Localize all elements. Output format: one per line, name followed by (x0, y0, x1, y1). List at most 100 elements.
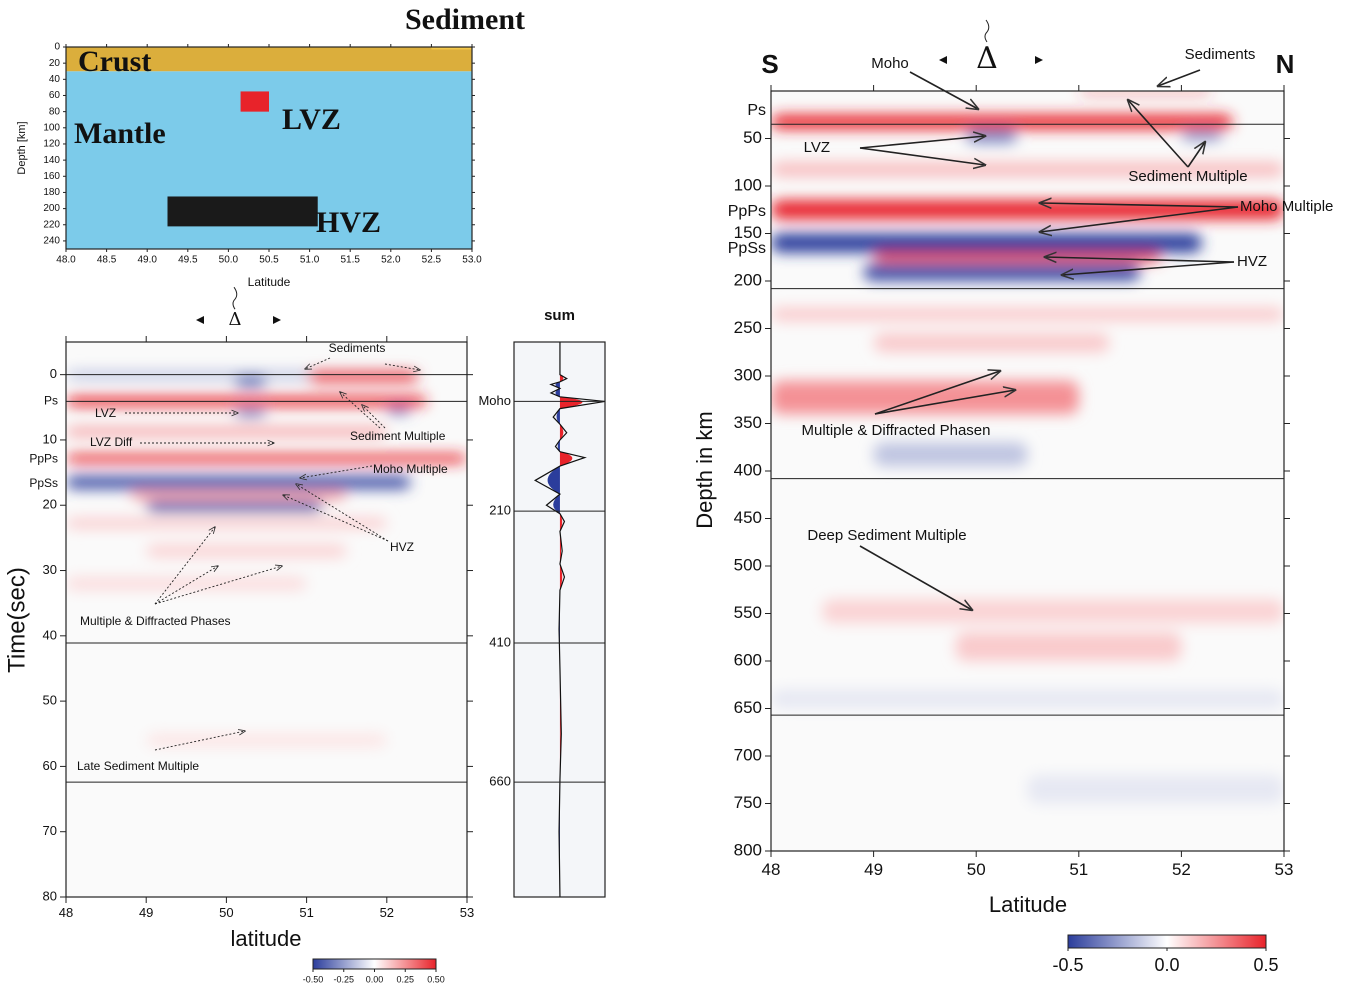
y-tick-label: 40 (43, 627, 57, 642)
annotation: LVZ Diff (90, 435, 133, 449)
region-label: Mantle (74, 117, 166, 150)
x-tick-label: 49.0 (137, 255, 157, 266)
amplitude-band (1181, 130, 1223, 141)
plot-area (514, 342, 605, 897)
colorbar (312, 958, 437, 970)
y-tick-label: 60 (49, 90, 61, 101)
y-tick-label: 600 (734, 650, 762, 669)
y-tick-label: 20 (43, 497, 57, 512)
y-tick-label: 0 (50, 366, 57, 381)
annotation-arrow (1045, 257, 1235, 262)
station-lead (232, 286, 238, 310)
phase-label: PpPs (29, 452, 58, 466)
annotation-arrow (283, 495, 389, 542)
trace-lobe (559, 513, 563, 532)
x-tick-label: 48 (59, 905, 73, 920)
arrow-left (939, 56, 947, 64)
amplitude-band (873, 442, 1028, 467)
panel: Moho 210 410 660 sum (478, 307, 606, 898)
panel: 48 49 50 51 52 53 0 10 20 30 40 50 60 70 80 latitude Tim… (3, 286, 474, 985)
y-tick-label: 410 (489, 634, 511, 649)
x-tick-label: 50 (967, 860, 986, 879)
amplitude-band (146, 544, 347, 558)
x-tick-label: 50 (219, 905, 233, 920)
colorbar-tick-label: -0.50 (303, 975, 324, 985)
annotation-arrow (859, 147, 985, 165)
region-label: HVZ (316, 206, 381, 239)
amplitude-band (822, 599, 1284, 623)
y-tick-label: 30 (43, 562, 57, 577)
amplitude-band (146, 501, 323, 512)
y-tick-label: 0 (54, 42, 60, 53)
colorbar (1067, 934, 1267, 949)
frame (65, 341, 468, 898)
y-tick-label: 400 (734, 460, 762, 479)
annotation: Sediment Multiple (1128, 168, 1247, 185)
amplitude-band (146, 733, 387, 747)
station-symbol: Δ (229, 309, 242, 330)
x-tick-label: 50.5 (259, 255, 279, 266)
region (240, 91, 269, 112)
annotation-arrow (362, 405, 386, 429)
panel: 48 49 50 51 52 53 50 100 150 200 250 300 350 400 450 50… (692, 19, 1333, 975)
y-tick-label: 240 (43, 236, 60, 247)
x-tick-label: 48.0 (56, 255, 76, 266)
x-tick-label: 48.5 (97, 255, 117, 266)
annotation-arrow (1062, 261, 1235, 275)
x-tick-label: 52 (380, 905, 394, 920)
y-tick-label: 800 (734, 840, 762, 859)
trace-lobe (556, 408, 560, 425)
x-tick-label: 51.0 (300, 255, 320, 266)
bands (66, 370, 467, 747)
colorbar-tick-label: -0.5 (1052, 955, 1083, 975)
annotation: HVZ (1237, 253, 1267, 270)
y-tick-label: 50 (743, 128, 762, 147)
amplitude-band (771, 162, 1284, 177)
x-tick-label: 50.0 (219, 255, 239, 266)
y-axis-label: Time(sec) (3, 567, 30, 673)
amplitude-band (66, 577, 307, 591)
x-tick-label: 53 (1275, 860, 1294, 879)
phase-label: Ps (44, 394, 58, 408)
amplitude-band (1027, 775, 1284, 804)
colorbar-tick-label: 0.00 (366, 975, 384, 985)
amplitude-band (306, 371, 419, 382)
annotation: LVZ (95, 406, 116, 420)
annotation-arrow (1187, 142, 1205, 168)
annotation-arrow (154, 527, 215, 605)
trace-title: sum (544, 307, 575, 324)
amplitude-band (66, 426, 387, 437)
arrow-right (273, 316, 281, 324)
arrow-left (196, 316, 204, 324)
plot-area (771, 91, 1284, 851)
annotation-arrow (154, 566, 218, 605)
amplitude-band (771, 689, 1284, 709)
trace-lobe (557, 439, 560, 452)
bands (771, 91, 1284, 804)
amplitude-band (386, 407, 411, 414)
frame (513, 341, 606, 898)
annotation-arrow (340, 392, 381, 429)
y-tick-label: 20 (49, 58, 61, 69)
annotation-arrow (874, 371, 1000, 415)
annotation: LVZ (804, 139, 830, 156)
annotation-arrow (1158, 69, 1201, 86)
y-tick-label: 80 (43, 888, 57, 903)
phase-label: PpSs (728, 240, 766, 257)
annotation-arrow (1040, 206, 1239, 232)
x-tick-label: 51.5 (340, 255, 360, 266)
amplitude-band (66, 454, 467, 463)
x-tick-label: 52.0 (381, 255, 401, 266)
trace-lobe (559, 451, 573, 467)
x-tick-label: 52.5 (422, 255, 442, 266)
station-lead (984, 19, 990, 43)
annotation: Multiple & Diffracted Phases (80, 614, 231, 628)
amplitude-band (873, 333, 1110, 353)
y-tick-label: 100 (43, 122, 60, 133)
annotation: Multiple & Diffracted Phasen (802, 422, 991, 439)
y-tick-label: 100 (734, 175, 762, 194)
y-tick-label: 450 (734, 508, 762, 527)
y-tick-label: 140 (43, 155, 60, 166)
annotation: Moho (871, 55, 909, 72)
region (167, 196, 318, 227)
